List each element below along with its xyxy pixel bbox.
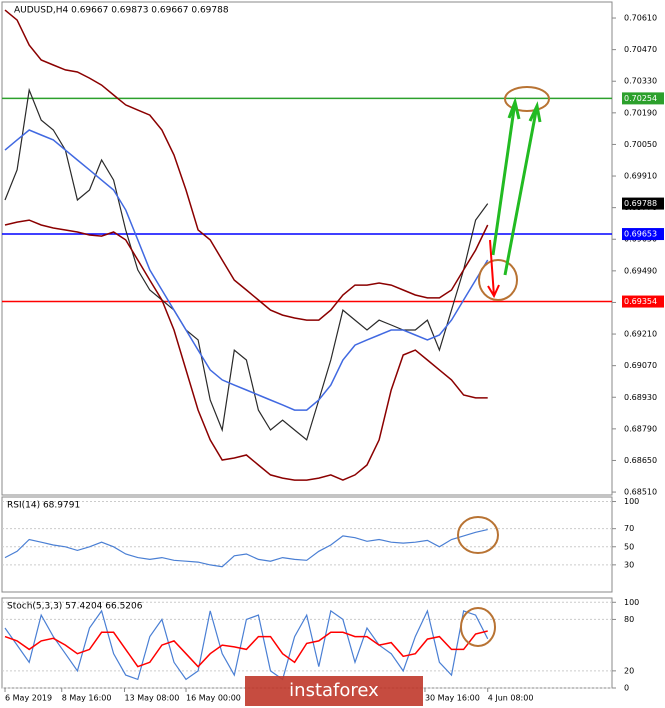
x-tick-label: 6 May 2019 (5, 694, 52, 703)
y-tick-label: 0.69490 (624, 266, 657, 275)
y-tick-label: 0.68790 (624, 424, 657, 433)
level-tag-label: 0.70254 (624, 94, 657, 103)
y-tick-label: 30 (624, 560, 634, 569)
y-tick-label: 50 (624, 542, 634, 551)
annotations (457, 86, 550, 647)
watermark-box (245, 676, 423, 706)
y-tick-label: 0.70470 (624, 45, 657, 54)
rsi-title: RSI(14) 68.9791 (7, 501, 80, 511)
series-line (4, 609, 489, 681)
y-tick-label: 0.69210 (624, 330, 657, 339)
series-line (4, 219, 488, 481)
target-circle (504, 86, 550, 112)
series-line (4, 9, 489, 321)
down-arrow (487, 239, 500, 299)
price-tag (622, 197, 664, 210)
x-tick-label: 30 May 16:00 (425, 694, 480, 703)
level-tag-label: 0.69354 (624, 297, 657, 306)
x-tick-label: 4 Jun 08:00 (488, 694, 534, 703)
level-tag (622, 228, 664, 241)
y-tick-label: 0.68510 (624, 488, 657, 497)
series-line (4, 87, 489, 441)
y-tick-label: 70 (624, 524, 634, 533)
level-tag (622, 295, 664, 308)
chart-title: AUDUSD,H4 0.69667 0.69873 0.69667 0.6978… (14, 6, 229, 16)
up-arrows (491, 96, 542, 276)
x-tick-label: 16 May 00:00 (186, 694, 241, 703)
price-panel (1, 1, 613, 496)
y-tick-label: 0.68930 (624, 393, 657, 402)
watermark: instaforex (289, 680, 379, 701)
y-tick-label: 100 (624, 598, 639, 607)
level-tag-label: 0.69653 (624, 230, 657, 239)
y-tick-label: 100 (624, 497, 639, 506)
y-tick-label: 0.69070 (624, 361, 657, 370)
x-tick-label: 8 May 16:00 (62, 694, 112, 703)
price-tag-label: 0.69788 (624, 199, 657, 208)
series-line (4, 630, 488, 668)
y-tick-label: 0.70610 (624, 14, 657, 23)
y-tick-label: 0.68650 (624, 456, 657, 465)
stoch-circle (460, 607, 496, 647)
y-tick-label: 0 (624, 684, 629, 693)
series-line (4, 129, 489, 411)
y-tick-label: 0.70190 (624, 108, 657, 117)
rsi-circle (457, 516, 499, 554)
y-tick-label: 0.70330 (624, 77, 657, 86)
x-tick-label: 13 May 08:00 (124, 694, 179, 703)
series-line (4, 529, 488, 568)
y-tick-label: 0.69910 (624, 172, 657, 181)
stoch-title: Stoch(5,3,3) 57.4204 66.5206 (7, 602, 143, 612)
y-tick-label: 20 (624, 666, 634, 675)
support-circle (478, 259, 518, 301)
level-tag (622, 92, 664, 105)
rsi-panel (1, 496, 613, 593)
y-tick-label: 0.70050 (624, 140, 657, 149)
y-tick-label: 80 (624, 615, 634, 624)
